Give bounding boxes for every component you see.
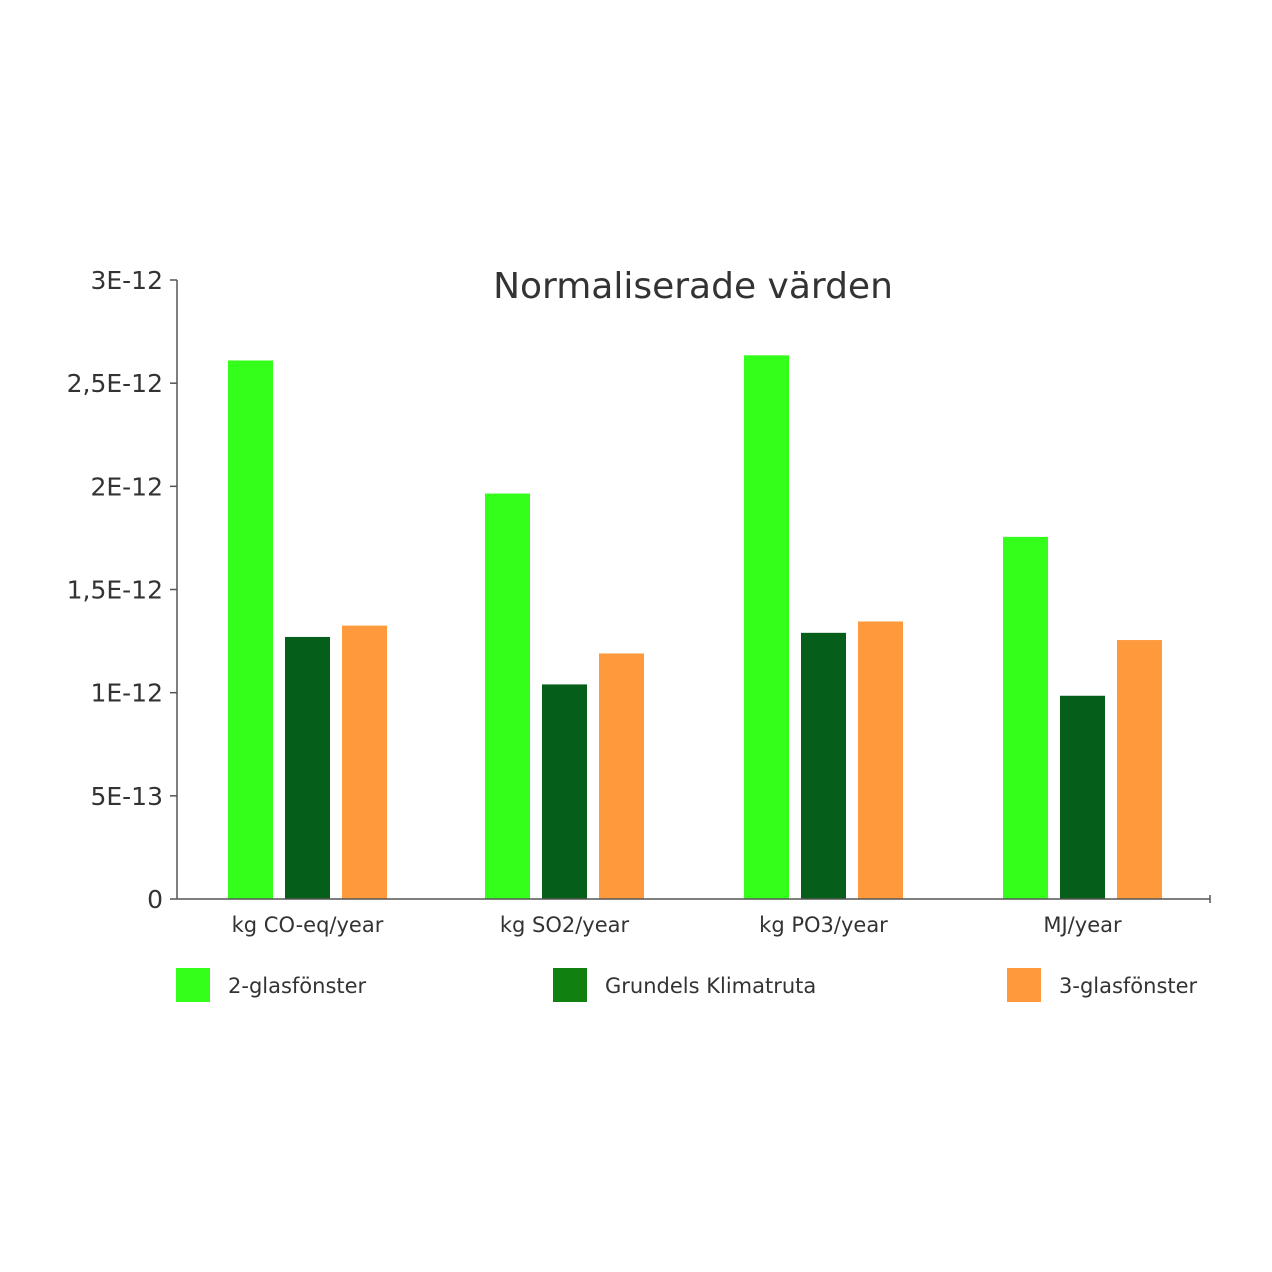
bar — [599, 653, 644, 899]
x-tick-label: kg SO2/year — [500, 913, 630, 937]
y-axis: 0 5E-13 1E-12 1,5E-12 2E-12 2,5E-12 3E-12 — [67, 266, 178, 914]
bar — [1117, 640, 1162, 899]
bar — [485, 493, 530, 899]
y-tick-label: 0 — [147, 885, 163, 914]
y-tick-label: 1,5E-12 — [67, 576, 163, 605]
y-tick-label: 2,5E-12 — [67, 369, 163, 398]
y-tick-label: 3E-12 — [90, 266, 163, 295]
y-tick-label: 2E-12 — [90, 472, 163, 501]
y-tick-label: 1E-12 — [90, 679, 163, 708]
legend-label: 3-glasfönster — [1059, 974, 1198, 998]
x-tick-label: kg PO3/year — [759, 913, 888, 937]
bars — [228, 355, 1162, 900]
bar — [1003, 536, 1048, 899]
x-axis: kg CO-eq/year kg SO2/year kg PO3/year MJ/ye… — [177, 895, 1211, 937]
bar — [1060, 695, 1105, 899]
bar — [858, 621, 903, 899]
chart-title: Normaliserade värden — [493, 266, 893, 307]
bar — [285, 636, 330, 899]
bar — [342, 625, 387, 899]
legend-swatch — [176, 968, 210, 1002]
bar — [542, 684, 587, 899]
legend-swatch — [1007, 968, 1041, 1002]
x-tick-label: MJ/year — [1043, 913, 1122, 937]
bar — [744, 355, 789, 900]
x-tick-label: kg CO-eq/year — [232, 913, 384, 937]
bar — [801, 632, 846, 899]
legend-label: Grundels Klimatruta — [605, 974, 816, 998]
legend-swatch — [553, 968, 587, 1002]
legend-label: 2-glasfönster — [228, 974, 367, 998]
bar — [228, 360, 273, 900]
y-tick-label: 5E-13 — [90, 782, 163, 811]
legend: 2-glasfönster Grundels Klimatruta 3-glasfö… — [176, 968, 1198, 1002]
